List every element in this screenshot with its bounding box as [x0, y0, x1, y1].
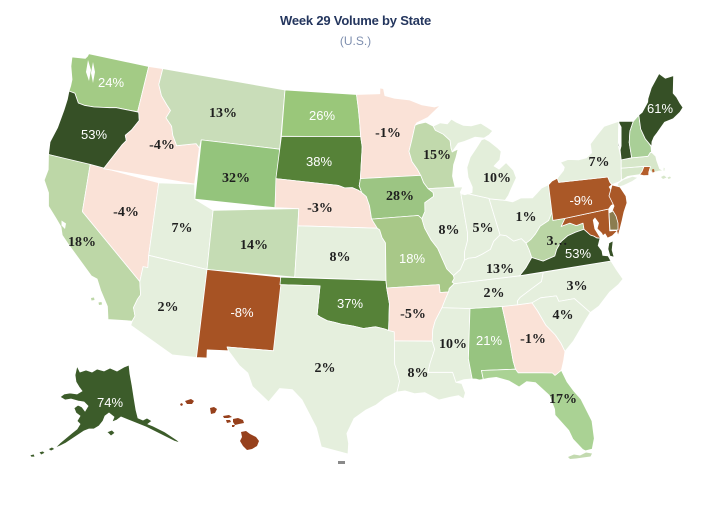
svg-text:18%: 18% [68, 235, 96, 250]
svg-text:24%: 24% [98, 75, 124, 90]
svg-text:2%: 2% [484, 286, 505, 301]
svg-text:14%: 14% [240, 238, 268, 253]
svg-text:-4%: -4% [113, 205, 139, 220]
svg-text:15%: 15% [423, 148, 451, 163]
svg-text:5%: 5% [473, 221, 494, 236]
svg-text:53%: 53% [565, 246, 591, 261]
svg-text:8%: 8% [439, 223, 460, 238]
svg-text:-9%: -9% [569, 193, 593, 208]
svg-text:61%: 61% [647, 101, 673, 116]
svg-text:1%: 1% [516, 210, 537, 225]
svg-text:-5%: -5% [400, 307, 426, 322]
svg-text:13%: 13% [486, 262, 514, 277]
svg-text:10%: 10% [439, 337, 467, 352]
svg-text:-3%: -3% [307, 201, 333, 216]
svg-text:13%: 13% [209, 106, 237, 121]
svg-text:2%: 2% [158, 300, 179, 315]
svg-text:74%: 74% [97, 395, 123, 410]
svg-text:17%: 17% [549, 392, 577, 407]
svg-text:2%: 2% [315, 361, 336, 376]
svg-text:7%: 7% [589, 155, 610, 170]
svg-text:3%: 3% [567, 279, 588, 294]
svg-text:21%: 21% [476, 333, 502, 348]
svg-text:7%: 7% [172, 221, 193, 236]
svg-text:18%: 18% [399, 251, 425, 266]
svg-text:26%: 26% [309, 108, 335, 123]
svg-text:4%: 4% [553, 308, 574, 323]
svg-text:3…: 3… [547, 234, 568, 249]
svg-text:53%: 53% [81, 127, 107, 142]
svg-text:32%: 32% [222, 171, 250, 186]
svg-text:-1%: -1% [375, 126, 401, 141]
svg-text:10%: 10% [483, 171, 511, 186]
svg-text:-1%: -1% [520, 332, 546, 347]
svg-text:38%: 38% [306, 154, 332, 169]
svg-text:8%: 8% [408, 366, 429, 381]
svg-text:-8%: -8% [230, 305, 254, 320]
svg-text:37%: 37% [337, 296, 363, 311]
svg-text:28%: 28% [386, 189, 414, 204]
svg-text:-4%: -4% [149, 138, 175, 153]
svg-text:8%: 8% [330, 250, 351, 265]
